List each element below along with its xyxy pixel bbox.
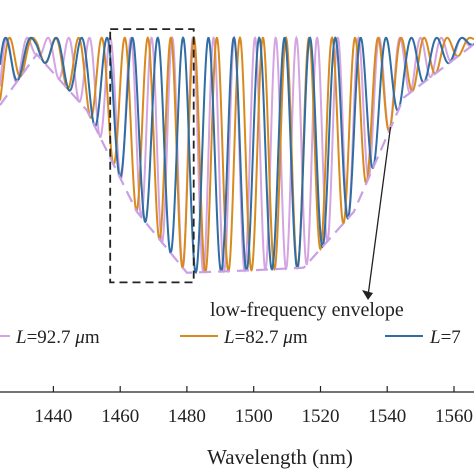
legend-label-series-2: L=82.7 μm [223,327,308,348]
x-tick-label-1560: 1560 [435,406,473,427]
series-line-3 [0,36,474,274]
x-tick-label-1460: 1460 [101,406,139,427]
envelope-annotation: low-frequency envelope [210,299,404,321]
x-tick-label-1540: 1540 [368,406,406,427]
annotation-arrowhead [362,290,373,300]
x-tick-label-1480: 1480 [168,406,206,427]
legend-label-series-3: L=7 [429,327,461,348]
x-axis: 1440 1460 1480 1500 1520 1540 1560 [0,386,474,427]
legend: L=92.7 μm L=82.7 μm L=7 [0,327,461,348]
highlight-box [109,28,195,284]
x-axis-label: Wavelength (nm) [207,445,353,469]
x-tick-label-1520: 1520 [302,406,340,427]
x-tick-label-1440: 1440 [34,406,72,427]
plot-area [0,28,474,300]
annotation-arrow [367,127,392,297]
x-tick-label-1500: 1500 [235,406,273,427]
legend-label-series-1: L=92.7 μm [15,327,100,348]
